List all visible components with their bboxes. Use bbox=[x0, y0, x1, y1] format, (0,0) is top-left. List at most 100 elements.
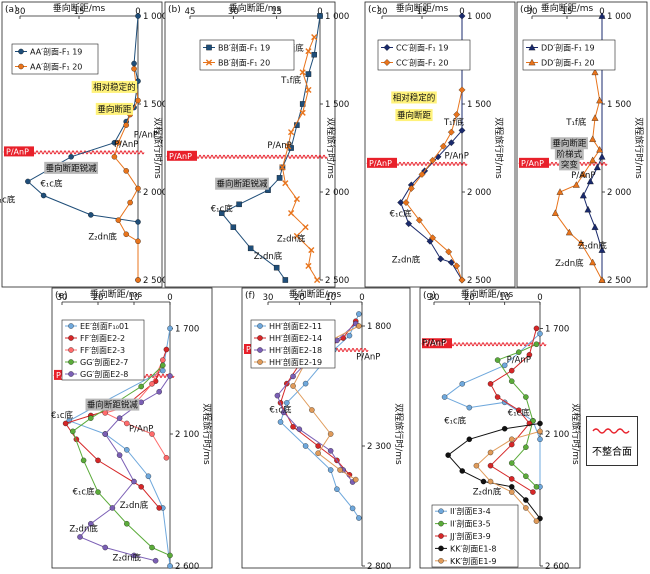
y-tick-label: 2 600 bbox=[545, 562, 569, 572]
data-point bbox=[437, 255, 445, 263]
data-point bbox=[598, 246, 606, 253]
data-point bbox=[453, 111, 461, 118]
data-point bbox=[124, 447, 130, 453]
data-point bbox=[138, 484, 144, 490]
legend-box bbox=[522, 39, 616, 71]
data-point bbox=[311, 34, 318, 41]
annotation-label: P/AnP bbox=[134, 130, 158, 140]
data-point bbox=[533, 518, 540, 524]
legend-swatch-marker bbox=[528, 43, 536, 51]
data-point bbox=[285, 143, 292, 150]
annotation-label: Z₂dn底 bbox=[120, 500, 149, 511]
y-axis-title: 双程旅行时/ms bbox=[493, 117, 505, 179]
data-point bbox=[160, 367, 166, 374]
data-point bbox=[88, 415, 94, 421]
legend-box bbox=[199, 39, 295, 71]
data-point bbox=[537, 428, 543, 435]
data-point bbox=[508, 436, 515, 443]
data-point bbox=[167, 563, 173, 569]
series-line bbox=[281, 36, 318, 281]
data-point bbox=[572, 181, 580, 188]
data-point bbox=[302, 380, 309, 387]
data-point bbox=[501, 362, 508, 369]
data-point bbox=[138, 399, 144, 406]
data-point bbox=[70, 428, 76, 435]
legend-swatch-marker bbox=[383, 44, 391, 51]
x-tick-label: 45 bbox=[185, 7, 196, 17]
panel-label: (e) bbox=[55, 291, 68, 301]
pan-tag bbox=[4, 146, 34, 157]
panel-a: (a) 垂向断距/ms 30 15 0 1 000 1 500 2 000 2 500 双程旅行时… bbox=[0, 1, 167, 288]
data-point bbox=[565, 228, 573, 236]
data-point bbox=[523, 497, 529, 503]
legend-swatch-marker bbox=[18, 48, 24, 55]
y-tick-label: 1 000 bbox=[325, 12, 349, 22]
annotation-highlight bbox=[391, 91, 437, 104]
legend-entry-label: HH′剖面E2-11 bbox=[269, 321, 322, 331]
legend-entry-label: HH′剖面E2-18 bbox=[269, 345, 322, 355]
data-point bbox=[516, 407, 522, 413]
pan-tag-label: P/AnP bbox=[169, 152, 192, 161]
legend-entry-label: AA′剖面-F₁ 19 bbox=[30, 47, 82, 57]
data-point bbox=[156, 505, 162, 511]
data-point bbox=[145, 473, 152, 479]
data-point bbox=[458, 12, 466, 20]
pan-tag-label: P/AnP bbox=[6, 147, 29, 156]
y-tick-label: 2 300 bbox=[367, 442, 391, 452]
annotation-label: P/AnP bbox=[356, 353, 380, 363]
y-tick-label: 2 000 bbox=[467, 188, 491, 198]
data-point bbox=[279, 164, 286, 171]
legend-entry-label: DD′剖面-F₁ 19 bbox=[541, 43, 595, 53]
x-tick-label: 15 bbox=[74, 7, 85, 17]
data-point bbox=[135, 238, 141, 245]
data-point bbox=[447, 139, 455, 147]
legend-swatch-marker bbox=[438, 508, 444, 514]
data-point bbox=[88, 212, 94, 218]
pan-tag bbox=[519, 157, 549, 168]
data-point bbox=[308, 246, 315, 254]
x-tick-label: 20 bbox=[93, 293, 104, 303]
legend-entry-label: BB′剖面-F₁ 20 bbox=[218, 58, 270, 68]
series-line bbox=[496, 343, 537, 488]
data-point bbox=[533, 484, 540, 490]
legend-entry-label: GG′剖面E2-8 bbox=[80, 369, 128, 379]
y-tick-label: 2 500 bbox=[143, 276, 167, 286]
legend-swatch-marker bbox=[438, 520, 444, 527]
data-point bbox=[441, 394, 448, 400]
x-axis-title: 垂向断距/ms bbox=[229, 2, 282, 14]
x-tick-label: 10 bbox=[499, 293, 510, 303]
data-point bbox=[111, 154, 118, 160]
series-line bbox=[27, 15, 139, 280]
annotation-label: Z₂dn底 bbox=[473, 487, 502, 498]
data-point bbox=[551, 209, 559, 216]
annotation-label: P/AnP bbox=[445, 152, 469, 162]
data-point bbox=[219, 210, 225, 216]
data-point bbox=[487, 381, 494, 387]
data-point bbox=[131, 552, 137, 559]
legend-entry-label: CC′剖面-F₁ 20 bbox=[396, 58, 448, 68]
panel-f: (f) 垂向断距/ms 30 20 10 0 1 800 2 300 2 800 双程旅行时/ms… bbox=[241, 287, 411, 572]
data-point bbox=[123, 231, 129, 237]
data-point bbox=[445, 248, 453, 256]
pan-tag-label: P/AnP bbox=[521, 159, 544, 168]
y-tick-label: 1 000 bbox=[143, 12, 167, 22]
x-tick-label: 30 bbox=[429, 293, 440, 303]
data-point bbox=[447, 258, 455, 266]
data-point bbox=[230, 224, 237, 230]
data-point bbox=[138, 383, 144, 390]
data-point bbox=[349, 505, 356, 512]
legend-swatch-marker bbox=[257, 335, 263, 341]
series-line bbox=[72, 365, 171, 556]
data-point bbox=[131, 60, 137, 67]
legend-swatch-marker bbox=[438, 545, 444, 552]
data-point bbox=[537, 330, 543, 337]
y-axis-title: 双程旅行时/ms bbox=[393, 403, 405, 465]
annotation-label: Z₂dn底 bbox=[555, 258, 584, 269]
data-point bbox=[591, 223, 599, 230]
annotation-highlight bbox=[95, 102, 133, 115]
data-point bbox=[305, 48, 312, 55]
data-point bbox=[131, 66, 137, 72]
annotation-label: P/AnP bbox=[267, 141, 291, 151]
series-4 bbox=[445, 420, 543, 522]
